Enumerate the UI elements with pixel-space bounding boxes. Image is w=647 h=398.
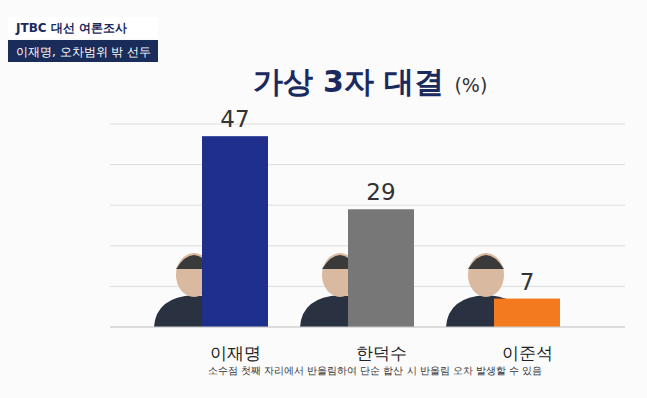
- grid-line: [110, 164, 625, 165]
- bar: [348, 209, 414, 327]
- title: 가상 3자 대결: [253, 64, 445, 99]
- portrait-hair: [468, 255, 504, 269]
- chart-container: JTBC 대선 여론조사이재명, 오차범위 밖 선두가상 3자 대결 (%) 47 2…: [0, 0, 647, 398]
- header-box: [8, 17, 158, 38]
- category-label: 한덕수: [356, 343, 407, 363]
- baseline: [110, 327, 625, 328]
- grid-line: [110, 327, 625, 328]
- note: 소수점 첫째 자리에서 반올림하여 단순 합산 시 반올림 오차 발생할 수 있…: [208, 365, 543, 376]
- header: JTBC 대선 여론조사: [15, 21, 127, 35]
- category-label: 이준석: [502, 343, 553, 363]
- data-label: 47: [220, 106, 249, 132]
- bars: [202, 136, 560, 327]
- bar: [494, 299, 560, 327]
- subtitle-box: [8, 40, 158, 62]
- chart-svg: JTBC 대선 여론조사이재명, 오차범위 밖 선두가상 3자 대결 (%) 47 2…: [0, 0, 647, 398]
- portrait-head: [468, 253, 504, 297]
- bar: [202, 136, 268, 327]
- background: [0, 0, 647, 398]
- data-label: 7: [520, 269, 535, 295]
- grid-line: [110, 124, 625, 125]
- subtitle: 이재명, 오차범위 밖 선두: [16, 45, 151, 59]
- category-label: 이재명: [210, 343, 261, 363]
- title-group: 가상 3자 대결 (%): [253, 64, 488, 99]
- y-unit: (%): [454, 74, 487, 96]
- data-label: 29: [366, 179, 395, 205]
